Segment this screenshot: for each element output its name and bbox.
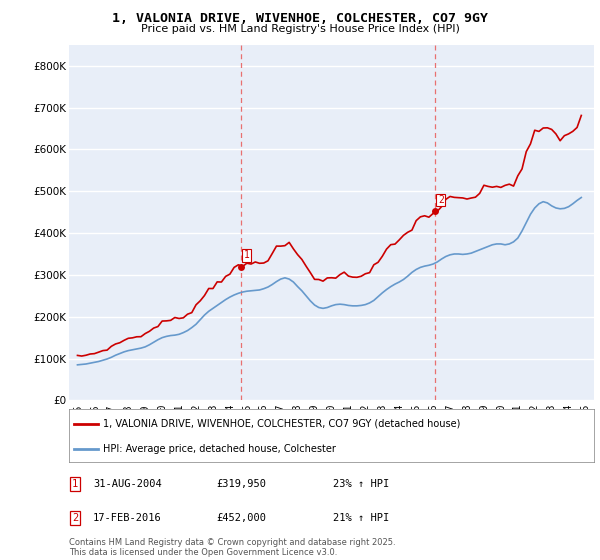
Text: 1: 1 — [72, 479, 78, 489]
Text: £319,950: £319,950 — [216, 479, 266, 489]
Text: 2: 2 — [72, 513, 78, 523]
Text: HPI: Average price, detached house, Colchester: HPI: Average price, detached house, Colc… — [103, 444, 336, 454]
Text: Price paid vs. HM Land Registry's House Price Index (HPI): Price paid vs. HM Land Registry's House … — [140, 24, 460, 34]
Text: 31-AUG-2004: 31-AUG-2004 — [93, 479, 162, 489]
Text: £452,000: £452,000 — [216, 513, 266, 523]
Text: 1, VALONIA DRIVE, WIVENHOE, COLCHESTER, CO7 9GY (detached house): 1, VALONIA DRIVE, WIVENHOE, COLCHESTER, … — [103, 419, 461, 429]
Text: Contains HM Land Registry data © Crown copyright and database right 2025.
This d: Contains HM Land Registry data © Crown c… — [69, 538, 395, 557]
Text: 23% ↑ HPI: 23% ↑ HPI — [333, 479, 389, 489]
Text: 1, VALONIA DRIVE, WIVENHOE, COLCHESTER, CO7 9GY: 1, VALONIA DRIVE, WIVENHOE, COLCHESTER, … — [112, 12, 488, 25]
Text: 2: 2 — [438, 195, 444, 205]
Text: 21% ↑ HPI: 21% ↑ HPI — [333, 513, 389, 523]
Text: 1: 1 — [244, 250, 250, 260]
Text: 17-FEB-2016: 17-FEB-2016 — [93, 513, 162, 523]
